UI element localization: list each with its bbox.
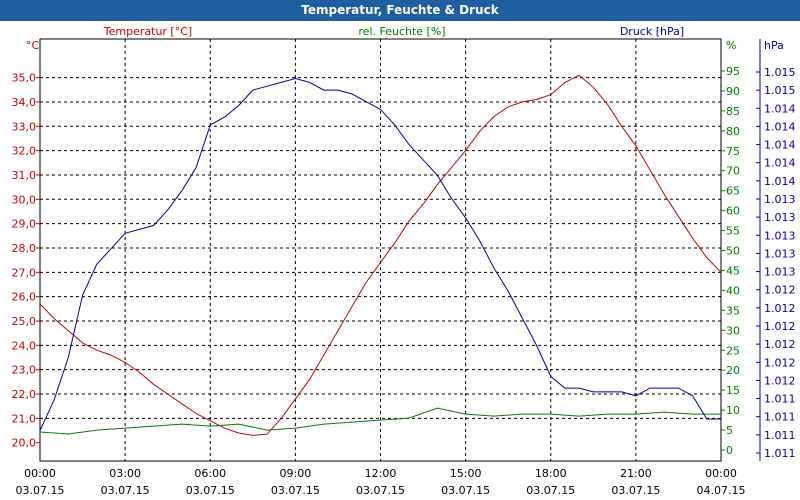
pressure-tick-label: 1.011: [764, 411, 796, 424]
humidity-tick-label: 85: [726, 105, 740, 118]
pressure-unit: hPa: [764, 39, 784, 52]
pressure-tick-label: 1.014: [764, 139, 796, 152]
pressure-axis-title: Druck [hPa]: [620, 25, 684, 38]
temperature-tick-label: 25,0: [12, 315, 37, 328]
humidity-tick-label: 35: [726, 304, 740, 317]
pressure-tick-label: 1.013: [764, 229, 796, 242]
temperature-tick-label: 27,0: [12, 266, 37, 279]
humidity-tick-label: 45: [726, 264, 740, 277]
pressure-tick-label: 1.014: [764, 157, 796, 170]
humidity-tick-label: 50: [726, 245, 740, 258]
axes-layer: 00:00 03.07.15 03:00 03.07.15 06:00 03.07.15 0…: [12, 65, 796, 497]
temperature-tick-label: 33,0: [12, 120, 37, 133]
temperature-tick-label: 26,0: [12, 291, 37, 304]
x-tick-time: 00:00: [24, 467, 56, 480]
x-tick-time: 03:00: [109, 467, 141, 480]
pressure-series-line: [39, 77, 721, 431]
pressure-tick-label: 1.012: [764, 356, 796, 369]
temperature-tick-label: 21,0: [12, 412, 37, 425]
temperature-axis-title: Temperatur [°C]: [103, 25, 192, 38]
temperature-tick-label: 22,0: [12, 388, 37, 401]
temperature-tick-label: 31,0: [12, 169, 37, 182]
pressure-tick-label: 1.015: [764, 84, 796, 97]
x-tick-time: 00:00: [705, 467, 737, 480]
pressure-tick-label: 1.013: [764, 211, 796, 224]
pressure-tick-label: 1.015: [764, 66, 796, 79]
pressure-tick-label: 1.014: [764, 175, 796, 188]
x-tick-date: 03.07.15: [186, 484, 235, 497]
humidity-tick-label: 55: [726, 225, 740, 238]
x-tick-time: 18:00: [535, 467, 567, 480]
pressure-tick-label: 1.012: [764, 302, 796, 315]
x-tick-time: 12:00: [365, 467, 397, 480]
humidity-tick-label: 5: [726, 424, 733, 437]
temperature-tick-label: 29,0: [12, 218, 37, 231]
humidity-tick-label: 0: [726, 444, 733, 457]
humidity-tick-label: 95: [726, 65, 740, 78]
temperature-tick-label: 32,0: [12, 145, 37, 158]
temperature-tick-label: 20,0: [12, 437, 37, 450]
x-tick-date: 04.07.15: [697, 484, 746, 497]
pressure-tick-label: 1.012: [764, 374, 796, 387]
humidity-tick-label: 65: [726, 185, 740, 198]
humidity-tick-label: 40: [726, 284, 740, 297]
chart-title: Temperatur, Feuchte & Druck: [0, 0, 800, 21]
humidity-unit: %: [726, 39, 736, 52]
humidity-axis-title: rel. Feuchte [%]: [358, 25, 445, 38]
x-tick-time: 15:00: [450, 467, 482, 480]
pressure-tick-label: 1.011: [764, 447, 796, 460]
humidity-tick-label: 30: [726, 324, 740, 337]
x-tick-date: 03.07.15: [16, 484, 65, 497]
x-tick-date: 03.07.15: [271, 484, 320, 497]
temperature-unit: °C: [26, 39, 40, 52]
x-tick-date: 03.07.15: [441, 484, 490, 497]
plot-frame: [39, 38, 722, 462]
temperature-series-line: [39, 74, 722, 436]
temperature-tick-label: 28,0: [12, 242, 37, 255]
series-layer: [39, 74, 722, 436]
pressure-tick-label: 1.012: [764, 338, 796, 351]
x-tick-date: 03.07.15: [356, 484, 405, 497]
humidity-tick-label: 10: [726, 404, 740, 417]
temperature-tick-label: 35,0: [12, 72, 37, 85]
humidity-tick-label: 75: [726, 145, 740, 158]
pressure-tick-label: 1.012: [764, 320, 796, 333]
pressure-tick-label: 1.013: [764, 247, 796, 260]
temperature-tick-label: 34,0: [12, 96, 37, 109]
pressure-tick-label: 1.012: [764, 284, 796, 297]
temperature-tick-label: 24,0: [12, 339, 37, 352]
pressure-tick-label: 1.014: [764, 120, 796, 133]
x-tick-date: 03.07.15: [101, 484, 150, 497]
humidity-tick-label: 25: [726, 344, 740, 357]
x-tick-time: 09:00: [280, 467, 312, 480]
x-tick-date: 03.07.15: [611, 484, 660, 497]
x-tick-time: 06:00: [194, 467, 226, 480]
temperature-tick-label: 23,0: [12, 364, 37, 377]
x-tick-date: 03.07.15: [526, 484, 575, 497]
humidity-tick-label: 60: [726, 205, 740, 218]
temperature-tick-label: 30,0: [12, 193, 37, 206]
pressure-tick-label: 1.011: [764, 393, 796, 406]
humidity-tick-label: 90: [726, 85, 740, 98]
humidity-tick-label: 80: [726, 125, 740, 138]
pressure-tick-label: 1.014: [764, 102, 796, 115]
humidity-tick-label: 20: [726, 364, 740, 377]
x-tick-time: 21:00: [620, 467, 652, 480]
pressure-tick-label: 1.013: [764, 266, 796, 279]
grid-lines: [40, 39, 721, 461]
pressure-tick-label: 1.013: [764, 193, 796, 206]
humidity-tick-label: 70: [726, 165, 740, 178]
humidity-series-line: [39, 407, 721, 435]
pressure-tick-label: 1.011: [764, 429, 796, 442]
humidity-tick-label: 15: [726, 384, 740, 397]
